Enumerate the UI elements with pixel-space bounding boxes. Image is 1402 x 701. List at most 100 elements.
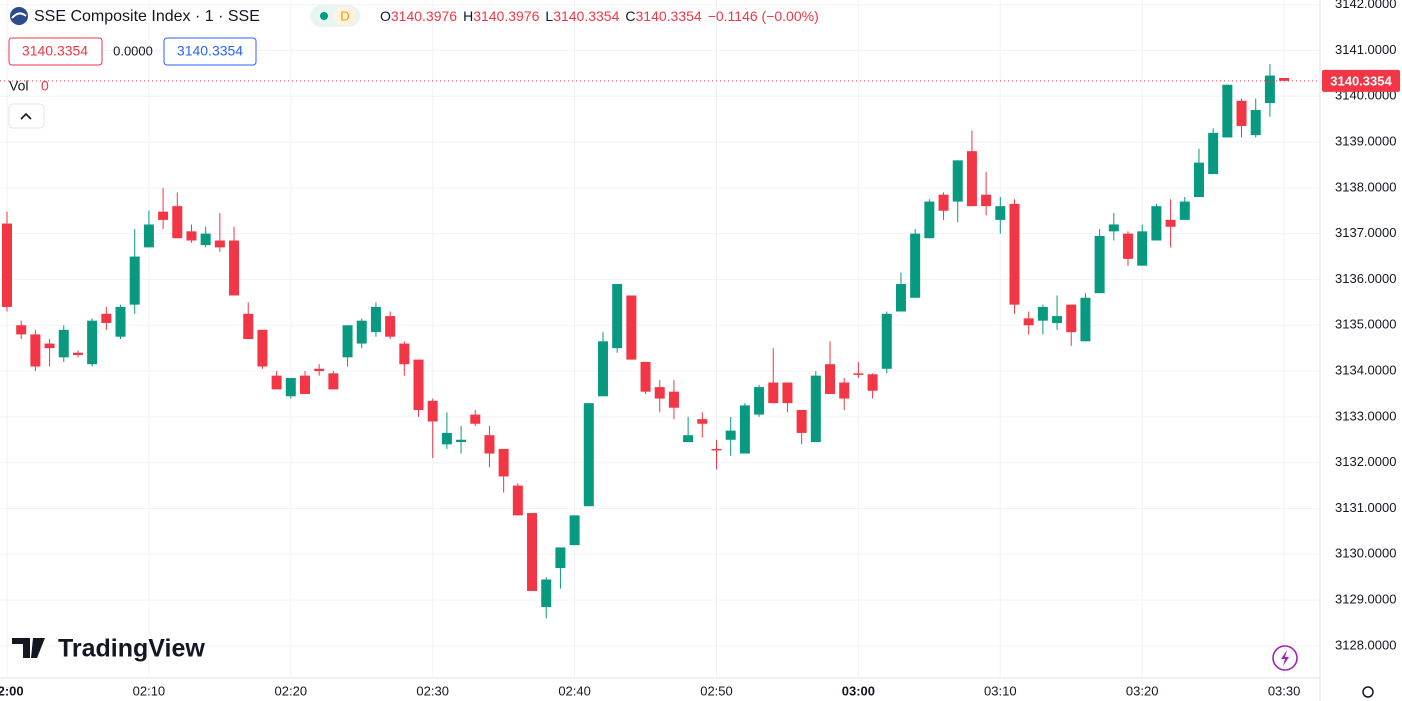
- candle-body: [87, 320, 98, 365]
- candle-body: [1123, 233, 1134, 259]
- candle-body: [1080, 297, 1091, 342]
- candle-body: [981, 194, 992, 207]
- y-tick-label: 3135.0000: [1335, 317, 1396, 332]
- x-tick-label: 02:30: [416, 683, 449, 698]
- x-tick-label: 03:30: [1268, 683, 1301, 698]
- candle-body: [1264, 75, 1275, 104]
- candle-body: [427, 400, 438, 422]
- candle-body: [966, 151, 977, 207]
- sell-price: 3140.3354: [22, 43, 88, 59]
- ohlc-legend: O3140.3976 H3140.3976 L3140.3354 C3140.3354…: [380, 8, 819, 24]
- alert-icon[interactable]: [1272, 645, 1298, 671]
- candle-body: [285, 377, 296, 397]
- candle-body: [1208, 132, 1219, 175]
- candle-body: [498, 448, 509, 477]
- y-tick-label: 3137.0000: [1335, 225, 1396, 240]
- candle-body: [881, 313, 892, 369]
- candle-body: [44, 343, 55, 349]
- candle-body: [314, 368, 325, 372]
- candle-body: [555, 547, 566, 569]
- x-tick-label: 03:20: [1126, 683, 1159, 698]
- collapse-button[interactable]: [8, 103, 45, 129]
- candle-body: [172, 206, 183, 239]
- candle-body: [243, 313, 254, 339]
- price-tag-label: 3140.3354: [1330, 73, 1392, 88]
- y-tick-label: 3136.0000: [1335, 271, 1396, 286]
- candle-body: [952, 160, 963, 202]
- collapse-icon: [20, 112, 32, 120]
- candle-body: [1094, 235, 1105, 294]
- status-dot: [320, 12, 328, 20]
- candle-body: [385, 316, 396, 337]
- y-tick-label: 3132.0000: [1335, 454, 1396, 469]
- vol-value: 0: [41, 78, 49, 94]
- candle-body: [796, 410, 807, 433]
- candle-body: [2, 223, 12, 307]
- candle-body: [1250, 109, 1261, 136]
- candle-body: [1108, 224, 1119, 232]
- candle-body: [810, 375, 821, 443]
- y-tick-label: 3131.0000: [1335, 500, 1396, 515]
- candle-body: [1222, 84, 1233, 138]
- candle-body: [1151, 206, 1162, 241]
- candle-body: [640, 361, 651, 392]
- candle-body: [1193, 162, 1204, 197]
- candle-body: [1236, 100, 1247, 126]
- candle-body: [257, 329, 268, 367]
- ohlc-key: H: [463, 8, 473, 24]
- candle-body: [101, 313, 112, 323]
- candle-body: [924, 201, 935, 239]
- candle-body: [739, 405, 750, 454]
- candle-body: [711, 448, 722, 451]
- candle-body: [229, 240, 240, 296]
- candle-body: [938, 194, 949, 211]
- ohlc-key: C: [625, 8, 635, 24]
- candle-body: [58, 329, 69, 358]
- candle-body: [1179, 201, 1190, 220]
- buy-price: 3140.3354: [177, 43, 243, 59]
- buy-button[interactable]: [163, 37, 257, 66]
- ohlc-key: L: [545, 8, 553, 24]
- candle-body: [597, 341, 608, 397]
- candle-body: [30, 334, 41, 367]
- ohlc-value: 3140.3976: [391, 8, 457, 24]
- candle-body: [995, 206, 1006, 220]
- change: −0.1146 (−0.00%): [708, 8, 819, 24]
- candle-body: [754, 387, 765, 415]
- candle-body: [484, 435, 495, 454]
- candle-body: [399, 343, 410, 365]
- y-tick-label: 3138.0000: [1335, 179, 1396, 194]
- candles: [0, 64, 1320, 619]
- candle-body: [910, 233, 921, 298]
- candle-body: [725, 430, 736, 440]
- candle-body: [1052, 316, 1063, 323]
- candle-body: [271, 375, 282, 390]
- y-tick-label: 3129.0000: [1335, 592, 1396, 607]
- candle-body: [129, 256, 140, 305]
- symbol-icon-mark: [11, 12, 27, 19]
- candle-body: [654, 387, 665, 399]
- settings-icon[interactable]: [1362, 686, 1374, 698]
- symbol-title[interactable]: SSE Composite Index · 1 · SSE: [34, 8, 260, 25]
- candle-body: [356, 320, 367, 344]
- sell-button[interactable]: [8, 37, 103, 66]
- candle-body: [853, 373, 864, 375]
- candle-body: [1279, 77, 1290, 81]
- candle-body: [186, 231, 197, 241]
- candle-body: [299, 375, 310, 394]
- candle-body: [768, 382, 779, 404]
- candle-body: [1066, 304, 1077, 333]
- candle-body: [527, 513, 538, 591]
- watermark: TradingView: [58, 635, 205, 663]
- alert-bolt: [1281, 650, 1289, 666]
- badge-bg: [334, 7, 356, 25]
- candle-body: [697, 419, 708, 424]
- ohlc-value: 3140.3976: [473, 8, 539, 24]
- candle-body: [115, 306, 126, 337]
- price-tag: [1322, 69, 1400, 92]
- candle-body: [895, 284, 906, 312]
- y-tick-label: 3139.0000: [1335, 133, 1396, 148]
- x-tick-label: 02:40: [558, 683, 591, 698]
